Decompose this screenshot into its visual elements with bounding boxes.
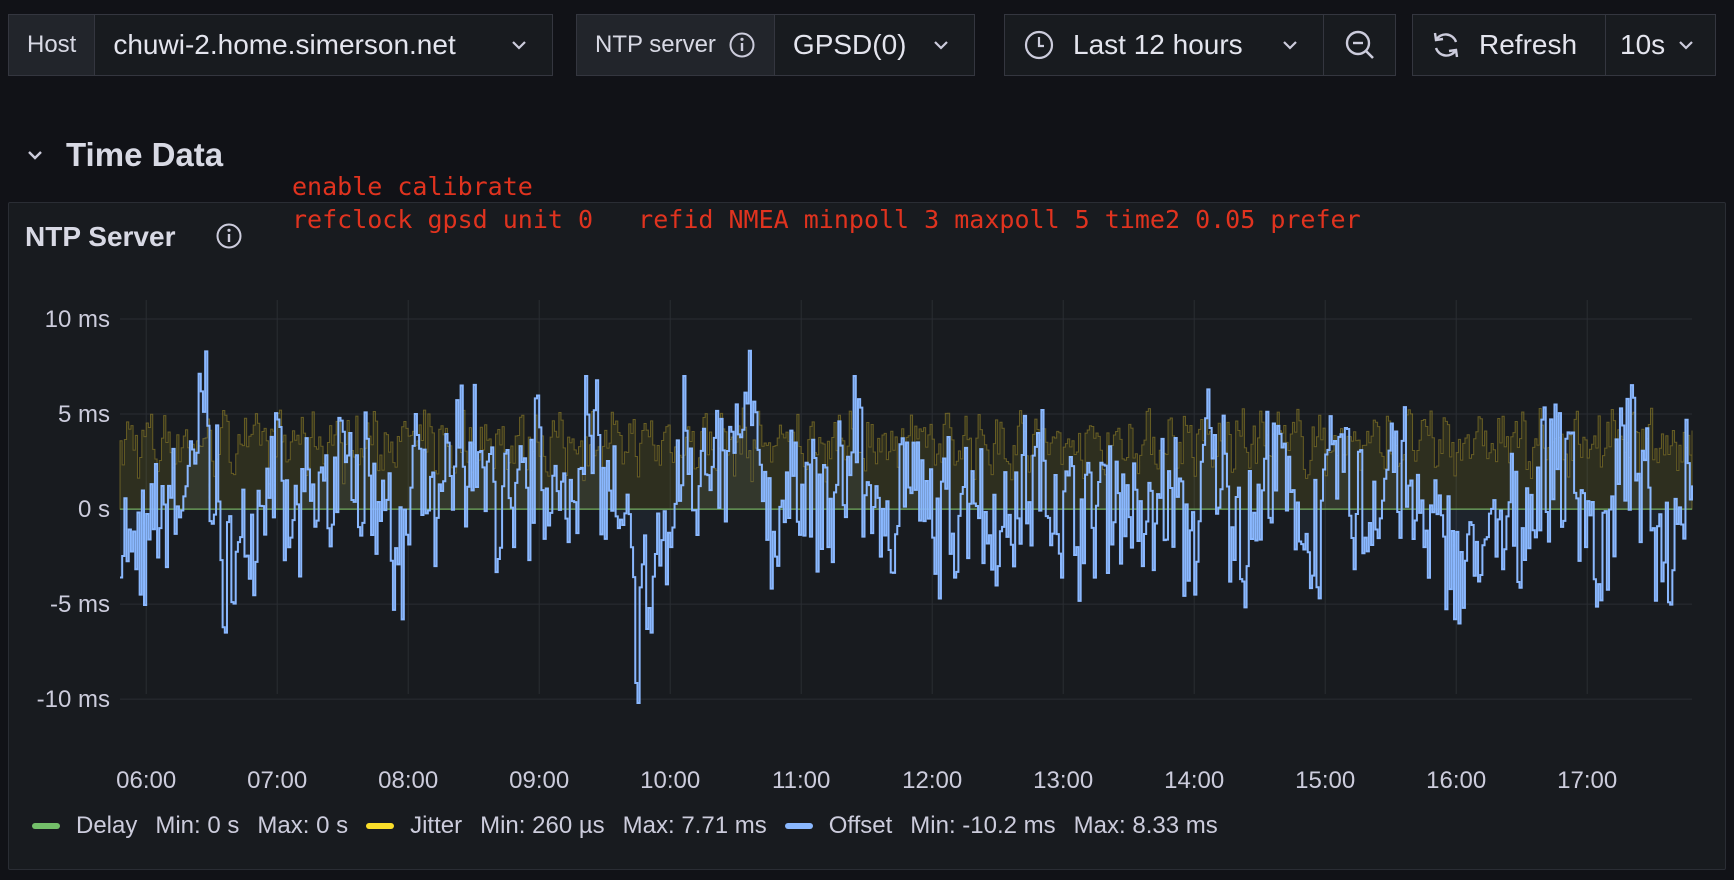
legend-min: Min: 0 s (155, 812, 240, 839)
ntp-server-label: NTP server (576, 14, 775, 76)
legend-item-offset[interactable]: Offset (784, 812, 893, 840)
row-title: Time Data (66, 136, 224, 173)
row-header[interactable]: Time Data (22, 136, 223, 174)
annotation-line: enable calibrate (292, 172, 533, 201)
legend-max: Max: 7.71 ms (622, 812, 767, 839)
refresh-interval-value: 10s (1620, 29, 1666, 60)
x-tick-label: 13:00 (1033, 767, 1093, 794)
host-select[interactable]: chuwi-2.home.simerson.net (95, 14, 554, 76)
x-tick-label: 16:00 (1426, 767, 1486, 794)
variable-ntp-server: NTP server GPSD(0) (576, 14, 975, 78)
chevron-down-icon (1671, 30, 1701, 60)
legend-item-jitter[interactable]: Jitter (366, 812, 462, 840)
host-label: Host (8, 14, 96, 76)
legend-max: Max: 8.33 ms (1073, 812, 1218, 839)
series-offset (120, 349, 1693, 704)
legend-min: Min: 260 µs (480, 812, 605, 839)
clock-icon (1023, 29, 1055, 61)
zoom-out-icon (1343, 28, 1377, 62)
legend-name: Jitter (410, 812, 463, 839)
y-tick-label: -10 ms (37, 686, 110, 713)
ntp-server-select[interactable]: GPSD(0) (774, 14, 975, 76)
host-value: chuwi-2.home.simerson.net (113, 29, 456, 60)
legend-name: Delay (76, 812, 138, 839)
zoom-out-button[interactable] (1324, 14, 1396, 76)
x-tick-label: 11:00 (772, 767, 830, 794)
time-range-picker[interactable]: Last 12 hours (1004, 14, 1324, 76)
x-tick-label: 06:00 (116, 767, 176, 794)
y-tick-label: 5 ms (58, 401, 110, 428)
x-tick-label: 08:00 (378, 767, 438, 794)
refresh-icon (1429, 28, 1463, 62)
ntp-server-value: GPSD(0) (792, 29, 907, 60)
chevron-down-icon (1275, 30, 1305, 60)
legend-item-delay[interactable]: Delay (32, 812, 137, 840)
time-picker-group: Last 12 hours (1004, 14, 1396, 78)
legend-max: Max: 0 s (257, 812, 349, 839)
info-icon[interactable] (728, 31, 756, 59)
refresh-interval-select[interactable]: 10s (1606, 14, 1716, 76)
y-tick-label: 0 s (78, 496, 110, 523)
legend-min: Min: -10.2 ms (910, 812, 1056, 839)
x-tick-label: 10:00 (640, 767, 700, 794)
annotation-text: enable calibrate refclock gpsd unit 0 ref… (292, 170, 1361, 236)
refresh-label: Refresh (1479, 29, 1578, 60)
x-tick-label: 12:00 (902, 767, 962, 794)
chevron-down-icon[interactable] (22, 142, 48, 168)
refresh-group: Refresh 10s (1412, 14, 1716, 78)
chevron-down-icon (926, 30, 956, 60)
x-tick-label: 15:00 (1295, 767, 1355, 794)
y-tick-label: 10 ms (45, 306, 110, 333)
legend-swatch (32, 823, 60, 829)
x-tick-label: 14:00 (1164, 767, 1224, 794)
legend-name: Offset (828, 812, 893, 839)
legend-swatch (784, 823, 813, 829)
x-tick-label: 17:00 (1557, 767, 1617, 794)
chevron-down-icon (504, 30, 534, 60)
variable-host: Host chuwi-2.home.simerson.net (8, 14, 554, 78)
x-tick-label: 07:00 (247, 767, 307, 794)
legend-swatch (366, 823, 395, 829)
ntp-server-label-text: NTP server (595, 31, 716, 58)
info-icon[interactable] (215, 222, 243, 250)
y-tick-label: -5 ms (50, 591, 110, 618)
annotation-line: refclock gpsd unit 0 refid NMEA minpoll … (292, 205, 1361, 234)
panel-title[interactable]: NTP Server (25, 221, 176, 252)
ntp-server-panel: NTP Server (8, 202, 1726, 870)
refresh-button[interactable]: Refresh (1412, 14, 1606, 76)
legend: Delay Min: 0 s Max: 0 s Jitter Min: 260 … (32, 812, 1236, 840)
time-range-label: Last 12 hours (1073, 29, 1243, 60)
x-tick-label: 09:00 (509, 767, 569, 794)
